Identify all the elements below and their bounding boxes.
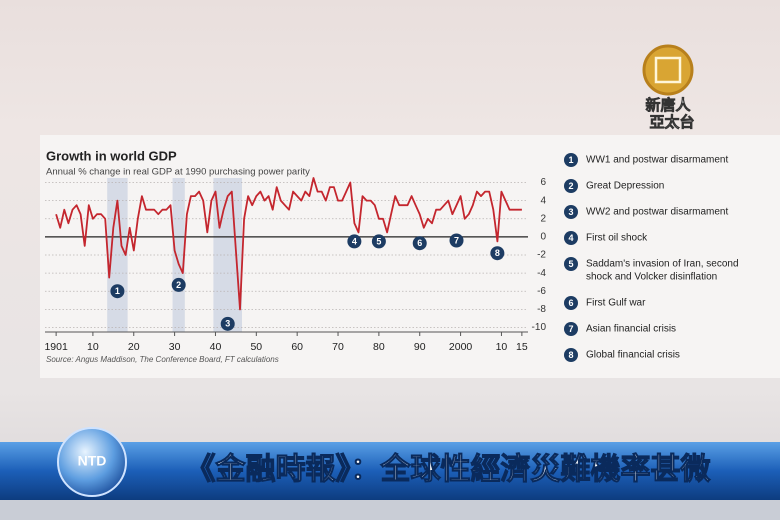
x-tick-label: 1901 (44, 341, 68, 353)
logo: 新唐人 亞太台 (642, 44, 695, 131)
legend-text: First Gulf war (586, 298, 646, 309)
legend-text: First oil shock (586, 233, 648, 244)
legend-number: 2 (568, 181, 573, 191)
y-tick-label: -6 (537, 286, 546, 297)
legend-marker (564, 179, 578, 193)
legend-marker (564, 296, 578, 310)
logo-name: 新唐人 (645, 96, 691, 114)
event-marker-label: 6 (417, 238, 422, 248)
event-marker (490, 246, 505, 261)
globe (57, 427, 127, 497)
legend-number: 8 (568, 350, 573, 360)
event-marker (171, 277, 186, 292)
y-tick-label: 4 (540, 195, 546, 206)
event-marker (371, 234, 386, 249)
y-tick-label: -8 (537, 304, 546, 315)
event-marker (412, 236, 427, 251)
panel (40, 135, 780, 378)
legend-marker (564, 257, 578, 271)
y-tick-label: 2 (540, 213, 546, 224)
y-tick-label: -10 (532, 322, 547, 333)
logo-glyph (654, 56, 682, 84)
legend-text: Global financial crisis (586, 350, 680, 361)
y-tick-label: -2 (537, 250, 546, 261)
event-marker-label: 3 (225, 319, 230, 329)
x-tick-label: 40 (210, 341, 222, 353)
x-tick-label: 20 (128, 341, 140, 353)
legend-marker (564, 231, 578, 245)
x-tick-label: 15 (516, 341, 528, 353)
event-marker-label: 7 (454, 235, 459, 245)
event-marker-label: 8 (495, 248, 500, 258)
x-tick-label: 10 (87, 341, 99, 353)
data-line (55, 177, 522, 311)
legend-number: 4 (568, 233, 573, 243)
event-marker-label: 1 (115, 286, 120, 296)
legend-text: shock and Volcker disinflation (586, 272, 717, 283)
caption-base (0, 500, 780, 520)
x-tick-label: 10 (496, 341, 508, 353)
x-tick-label: 60 (291, 341, 303, 353)
event-marker (449, 233, 464, 248)
logo-badge (642, 44, 694, 96)
event-marker (220, 316, 235, 331)
caption: 《金融時報》：全球性經濟災難機率甚微 (186, 452, 711, 486)
event-marker-label: 5 (376, 236, 381, 246)
chart-subtitle: Annual % change in real GDP at 1990 purc… (46, 167, 310, 178)
legend-text: Asian financial crisis (586, 324, 676, 335)
x-tick-label: 70 (332, 341, 344, 353)
legend-number: 5 (568, 259, 573, 269)
legend-marker (564, 322, 578, 336)
y-tick-label: 0 (540, 232, 546, 243)
event-marker (347, 234, 362, 249)
y-tick-label: 6 (540, 177, 546, 188)
event-marker (110, 284, 125, 299)
legend-marker (564, 205, 578, 219)
event-marker-label: 2 (176, 280, 181, 290)
legend-number: 1 (568, 155, 573, 165)
channel-label: NTD (78, 453, 107, 469)
x-tick-label: 50 (250, 341, 262, 353)
legend-text: Great Depression (586, 181, 664, 192)
legend-text: WW1 and postwar disarmament (586, 155, 728, 166)
legend-number: 3 (568, 207, 573, 217)
caption-bar (0, 442, 780, 500)
logo-region: 亞太台 (649, 113, 694, 131)
legend-marker (564, 348, 578, 362)
legend-text: Saddam's invasion of Iran, second (586, 259, 739, 270)
chart-title: Growth in world GDP (46, 148, 177, 163)
x-tick-label: 90 (414, 341, 426, 353)
y-tick-label: -4 (537, 268, 546, 279)
source: Source: Angus Maddison, The Conference B… (46, 355, 279, 364)
legend-number: 6 (568, 298, 573, 308)
x-tick-label: 2000 (449, 341, 473, 353)
legend-text: WW2 and postwar disarmament (586, 207, 728, 218)
x-tick-label: 80 (373, 341, 385, 353)
legend-number: 7 (568, 324, 573, 334)
legend-marker (564, 153, 578, 167)
event-marker-label: 4 (352, 236, 357, 246)
x-tick-label: 30 (169, 341, 181, 353)
